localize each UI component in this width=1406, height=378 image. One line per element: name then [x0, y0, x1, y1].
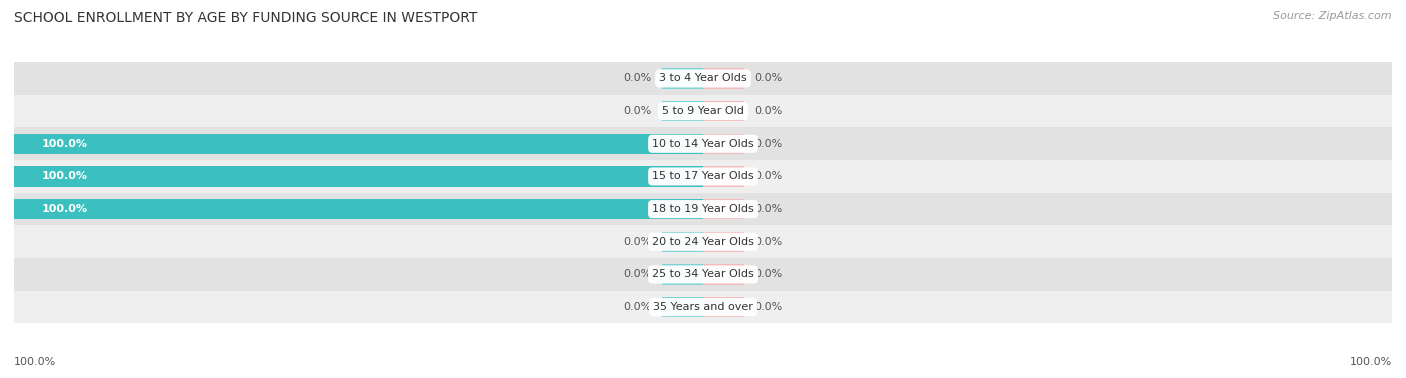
Text: 0.0%: 0.0% [623, 73, 651, 84]
Bar [662, 101, 703, 121]
Bar [14, 95, 1392, 127]
Bar [703, 101, 744, 121]
Bar [14, 160, 1392, 193]
Text: 0.0%: 0.0% [755, 204, 783, 214]
Bar [703, 297, 744, 317]
Bar [14, 193, 1392, 225]
Bar [14, 199, 703, 219]
Text: 0.0%: 0.0% [623, 237, 651, 247]
Text: 0.0%: 0.0% [755, 302, 783, 312]
Text: 100.0%: 100.0% [42, 204, 87, 214]
Text: 0.0%: 0.0% [755, 270, 783, 279]
Text: 20 to 24 Year Olds: 20 to 24 Year Olds [652, 237, 754, 247]
Text: 0.0%: 0.0% [623, 106, 651, 116]
Bar [14, 225, 1392, 258]
Bar [703, 68, 744, 88]
Text: 25 to 34 Year Olds: 25 to 34 Year Olds [652, 270, 754, 279]
Bar [662, 297, 703, 317]
Bar [14, 134, 703, 154]
Text: 0.0%: 0.0% [755, 237, 783, 247]
Bar [662, 232, 703, 252]
Text: 0.0%: 0.0% [755, 106, 783, 116]
Text: 100.0%: 100.0% [42, 139, 87, 149]
Text: 100.0%: 100.0% [14, 357, 56, 367]
Text: 0.0%: 0.0% [623, 302, 651, 312]
Text: 0.0%: 0.0% [755, 73, 783, 84]
Bar [703, 232, 744, 252]
Text: 35 Years and over: 35 Years and over [652, 302, 754, 312]
Text: 10 to 14 Year Olds: 10 to 14 Year Olds [652, 139, 754, 149]
Text: SCHOOL ENROLLMENT BY AGE BY FUNDING SOURCE IN WESTPORT: SCHOOL ENROLLMENT BY AGE BY FUNDING SOUR… [14, 11, 478, 25]
Bar [703, 134, 744, 154]
Bar [662, 68, 703, 88]
Bar [703, 264, 744, 285]
Text: 5 to 9 Year Old: 5 to 9 Year Old [662, 106, 744, 116]
Bar [662, 264, 703, 285]
Text: 0.0%: 0.0% [755, 139, 783, 149]
Text: Source: ZipAtlas.com: Source: ZipAtlas.com [1274, 11, 1392, 21]
Bar [703, 166, 744, 187]
Bar [14, 62, 1392, 95]
Text: 18 to 19 Year Olds: 18 to 19 Year Olds [652, 204, 754, 214]
Bar [14, 166, 703, 187]
Text: 100.0%: 100.0% [42, 172, 87, 181]
Bar [14, 291, 1392, 324]
Text: 3 to 4 Year Olds: 3 to 4 Year Olds [659, 73, 747, 84]
Text: 15 to 17 Year Olds: 15 to 17 Year Olds [652, 172, 754, 181]
Text: 100.0%: 100.0% [1350, 357, 1392, 367]
Text: 0.0%: 0.0% [755, 172, 783, 181]
Bar [703, 199, 744, 219]
Text: 0.0%: 0.0% [623, 270, 651, 279]
Bar [14, 258, 1392, 291]
Bar [14, 127, 1392, 160]
